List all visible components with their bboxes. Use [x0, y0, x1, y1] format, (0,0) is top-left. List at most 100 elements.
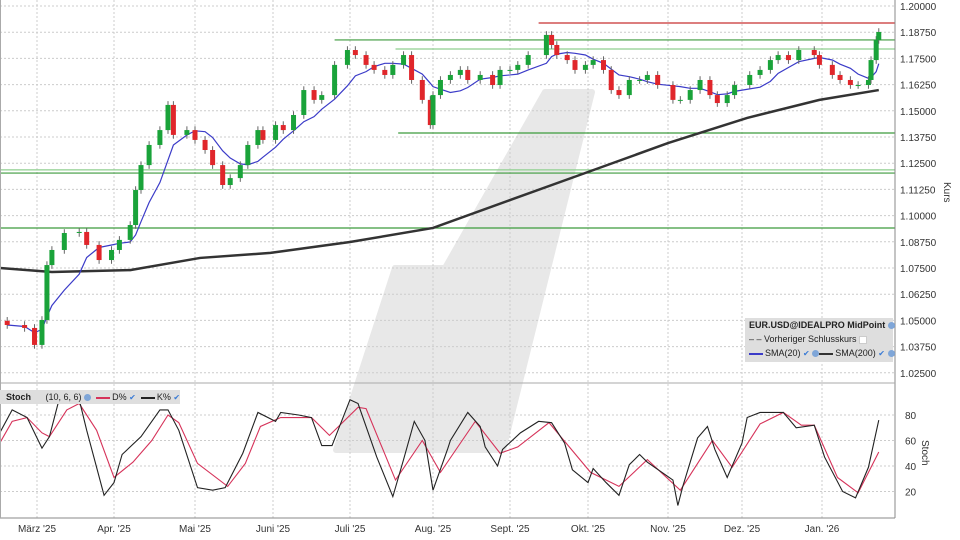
- x-tick-label: Nov. '25: [650, 524, 686, 535]
- x-tick-label: Mai '25: [179, 524, 211, 535]
- x-tick-label: Dez. '25: [724, 524, 761, 535]
- candle: [401, 51, 407, 69]
- y-tick-label: 1.20000: [900, 2, 937, 13]
- candle: [796, 46, 802, 64]
- stoch-tick-label: 40: [905, 462, 917, 473]
- candle: [785, 51, 791, 64]
- candle: [437, 76, 443, 99]
- x-tick-label: Aug. '25: [415, 524, 452, 535]
- candle: [732, 81, 738, 99]
- k-swatch: [140, 396, 155, 399]
- candle: [554, 41, 560, 59]
- stoch-axis-label: Stoch: [919, 440, 930, 466]
- candle: [210, 146, 216, 169]
- candles: [4, 28, 882, 349]
- candle: [260, 126, 266, 144]
- checkbox-icon[interactable]: [859, 335, 868, 344]
- candle: [311, 86, 317, 104]
- dashed-line-icon: ‒ ‒: [749, 334, 765, 344]
- legend-sma20: SMA(20): [765, 348, 801, 358]
- candle: [382, 66, 388, 79]
- candle: [837, 71, 843, 84]
- candle: [165, 101, 171, 134]
- candle: [515, 61, 521, 74]
- candle: [655, 71, 661, 89]
- candle: [390, 61, 396, 79]
- candle: [146, 141, 152, 169]
- candle: [227, 174, 233, 189]
- candle: [170, 101, 176, 139]
- candle: [39, 316, 45, 349]
- stoch-lines: [0, 397, 880, 506]
- candle: [590, 56, 596, 69]
- axes: [0, 0, 896, 519]
- check-icon[interactable]: ✔: [173, 393, 181, 402]
- stoch-legend: Stoch (10, 6, 6) D% ✔ K% ✔: [0, 390, 180, 404]
- candle: [61, 229, 67, 254]
- d-swatch: [96, 396, 111, 399]
- y-tick-label: 1.18750: [900, 28, 937, 39]
- candle: [22, 321, 28, 332]
- candle: [549, 31, 555, 49]
- candle: [76, 228, 82, 237]
- watermark-logo: [333, 89, 595, 453]
- candle: [245, 141, 251, 169]
- stoch-D-line: [0, 402, 880, 494]
- candle: [564, 51, 570, 64]
- candle: [237, 161, 243, 182]
- settings-icon[interactable]: [887, 322, 895, 330]
- candle: [419, 76, 425, 104]
- candle: [192, 126, 198, 144]
- candle: [447, 71, 453, 84]
- candle: [202, 136, 208, 154]
- y-tick-label: 1.13750: [900, 133, 937, 144]
- candle: [608, 66, 614, 94]
- check-icon[interactable]: ✔: [878, 349, 885, 358]
- settings-icon[interactable]: [84, 394, 92, 402]
- stoch-tick-label: 20: [905, 488, 917, 499]
- candle: [477, 71, 483, 84]
- candle: [724, 91, 730, 107]
- candle: [465, 66, 471, 84]
- check-icon[interactable]: ✔: [129, 393, 136, 402]
- candle: [157, 126, 163, 149]
- settings-icon[interactable]: [812, 350, 820, 358]
- candle: [600, 56, 606, 74]
- x-tick-label: Sept. '25: [490, 524, 530, 535]
- candle: [457, 66, 463, 79]
- candle: [344, 46, 350, 69]
- x-tick-label: Juni '25: [256, 524, 291, 535]
- legend-title: EUR.USD@IDEALPRO MidPoint: [749, 320, 886, 330]
- y-tick-label: 1.16250: [900, 81, 937, 92]
- candle: [865, 76, 871, 89]
- candle: [855, 81, 861, 89]
- x-tick-labels: März '25 Apr. '25 Mai '25 Juni '25 Juli '25 A…: [18, 524, 840, 535]
- candle: [677, 96, 683, 104]
- candle: [301, 86, 307, 119]
- candle: [626, 76, 632, 99]
- candle: [757, 66, 763, 79]
- candle: [687, 86, 693, 104]
- candle: [644, 71, 650, 84]
- candle: [184, 126, 190, 139]
- candle: [775, 51, 781, 64]
- y-tick-label: 1.07500: [900, 264, 937, 275]
- legend-sma200: SMA(200): [835, 348, 876, 358]
- legend-d: D%: [112, 392, 127, 402]
- candle: [767, 56, 773, 74]
- check-icon[interactable]: ✔: [803, 349, 810, 358]
- candle: [430, 91, 436, 129]
- stoch-tick-label: 80: [905, 411, 917, 422]
- stoch-tick-label: 60: [905, 437, 917, 448]
- settings-icon[interactable]: [887, 350, 895, 358]
- candle: [697, 76, 703, 94]
- candle: [811, 46, 817, 59]
- candle: [816, 51, 822, 69]
- candle: [876, 28, 882, 44]
- x-tick-label: Okt. '25: [571, 524, 606, 535]
- candle: [352, 46, 358, 59]
- candle: [572, 56, 578, 74]
- candle: [363, 51, 369, 69]
- candle: [616, 86, 622, 99]
